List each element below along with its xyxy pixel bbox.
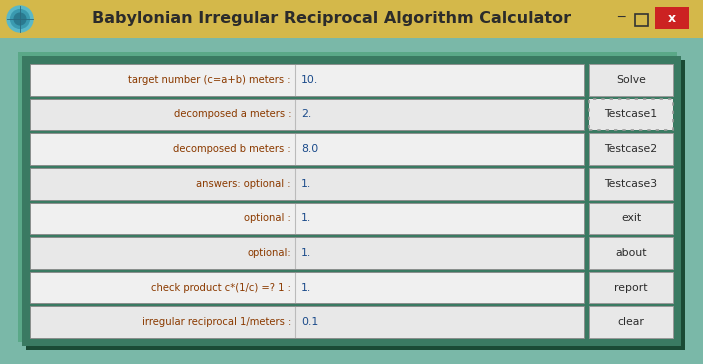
Circle shape: [7, 6, 33, 32]
Text: optional :: optional :: [244, 213, 291, 223]
Bar: [30, 272, 584, 303]
Text: 0.1: 0.1: [301, 317, 318, 327]
Text: 1.: 1.: [301, 213, 311, 223]
Text: Testcase1: Testcase1: [605, 110, 657, 119]
Text: 10.: 10.: [301, 75, 318, 85]
Bar: [589, 133, 673, 165]
Bar: [26, 60, 685, 350]
Bar: [18, 52, 677, 342]
Text: about: about: [615, 248, 647, 258]
Bar: [30, 99, 584, 130]
Bar: [589, 99, 673, 130]
Bar: [30, 202, 584, 234]
Bar: [0, 38, 703, 364]
Text: ─: ─: [617, 11, 625, 24]
Text: check product c*(1/c) =? 1 :: check product c*(1/c) =? 1 :: [151, 282, 291, 293]
Bar: [589, 306, 673, 338]
Text: target number (c=a+b) meters :: target number (c=a+b) meters :: [129, 75, 291, 85]
Bar: [0, 0, 703, 38]
Bar: [30, 168, 584, 199]
Bar: [30, 237, 584, 269]
Text: decomposed b meters :: decomposed b meters :: [174, 144, 291, 154]
Text: Solve: Solve: [616, 75, 646, 85]
Text: Testcase2: Testcase2: [605, 144, 657, 154]
Circle shape: [11, 9, 30, 28]
Bar: [22, 56, 681, 346]
Text: 1.: 1.: [301, 179, 311, 189]
Text: answers: optional :: answers: optional :: [197, 179, 291, 189]
Circle shape: [14, 13, 26, 25]
Bar: [589, 168, 673, 199]
Text: optional:: optional:: [247, 248, 291, 258]
Text: exit: exit: [621, 213, 641, 223]
Bar: [30, 306, 584, 338]
Text: clear: clear: [617, 317, 645, 327]
Text: decomposed a meters :: decomposed a meters :: [174, 110, 291, 119]
Text: x: x: [668, 12, 676, 25]
Bar: [30, 133, 584, 165]
Text: irregular reciprocal 1/meters :: irregular reciprocal 1/meters :: [142, 317, 291, 327]
Text: 1.: 1.: [301, 282, 311, 293]
Bar: [655, 7, 689, 29]
Text: Testcase3: Testcase3: [605, 179, 657, 189]
Text: report: report: [614, 282, 647, 293]
Bar: [30, 64, 584, 96]
Text: 2.: 2.: [301, 110, 311, 119]
Bar: [589, 202, 673, 234]
Text: 8.0: 8.0: [301, 144, 318, 154]
Bar: [589, 64, 673, 96]
Bar: [589, 272, 673, 303]
Bar: [589, 237, 673, 269]
Text: Babylonian Irregular Reciprocal Algorithm Calculator: Babylonian Irregular Reciprocal Algorith…: [92, 12, 571, 27]
Text: 1.: 1.: [301, 248, 311, 258]
Bar: [635, 14, 648, 26]
